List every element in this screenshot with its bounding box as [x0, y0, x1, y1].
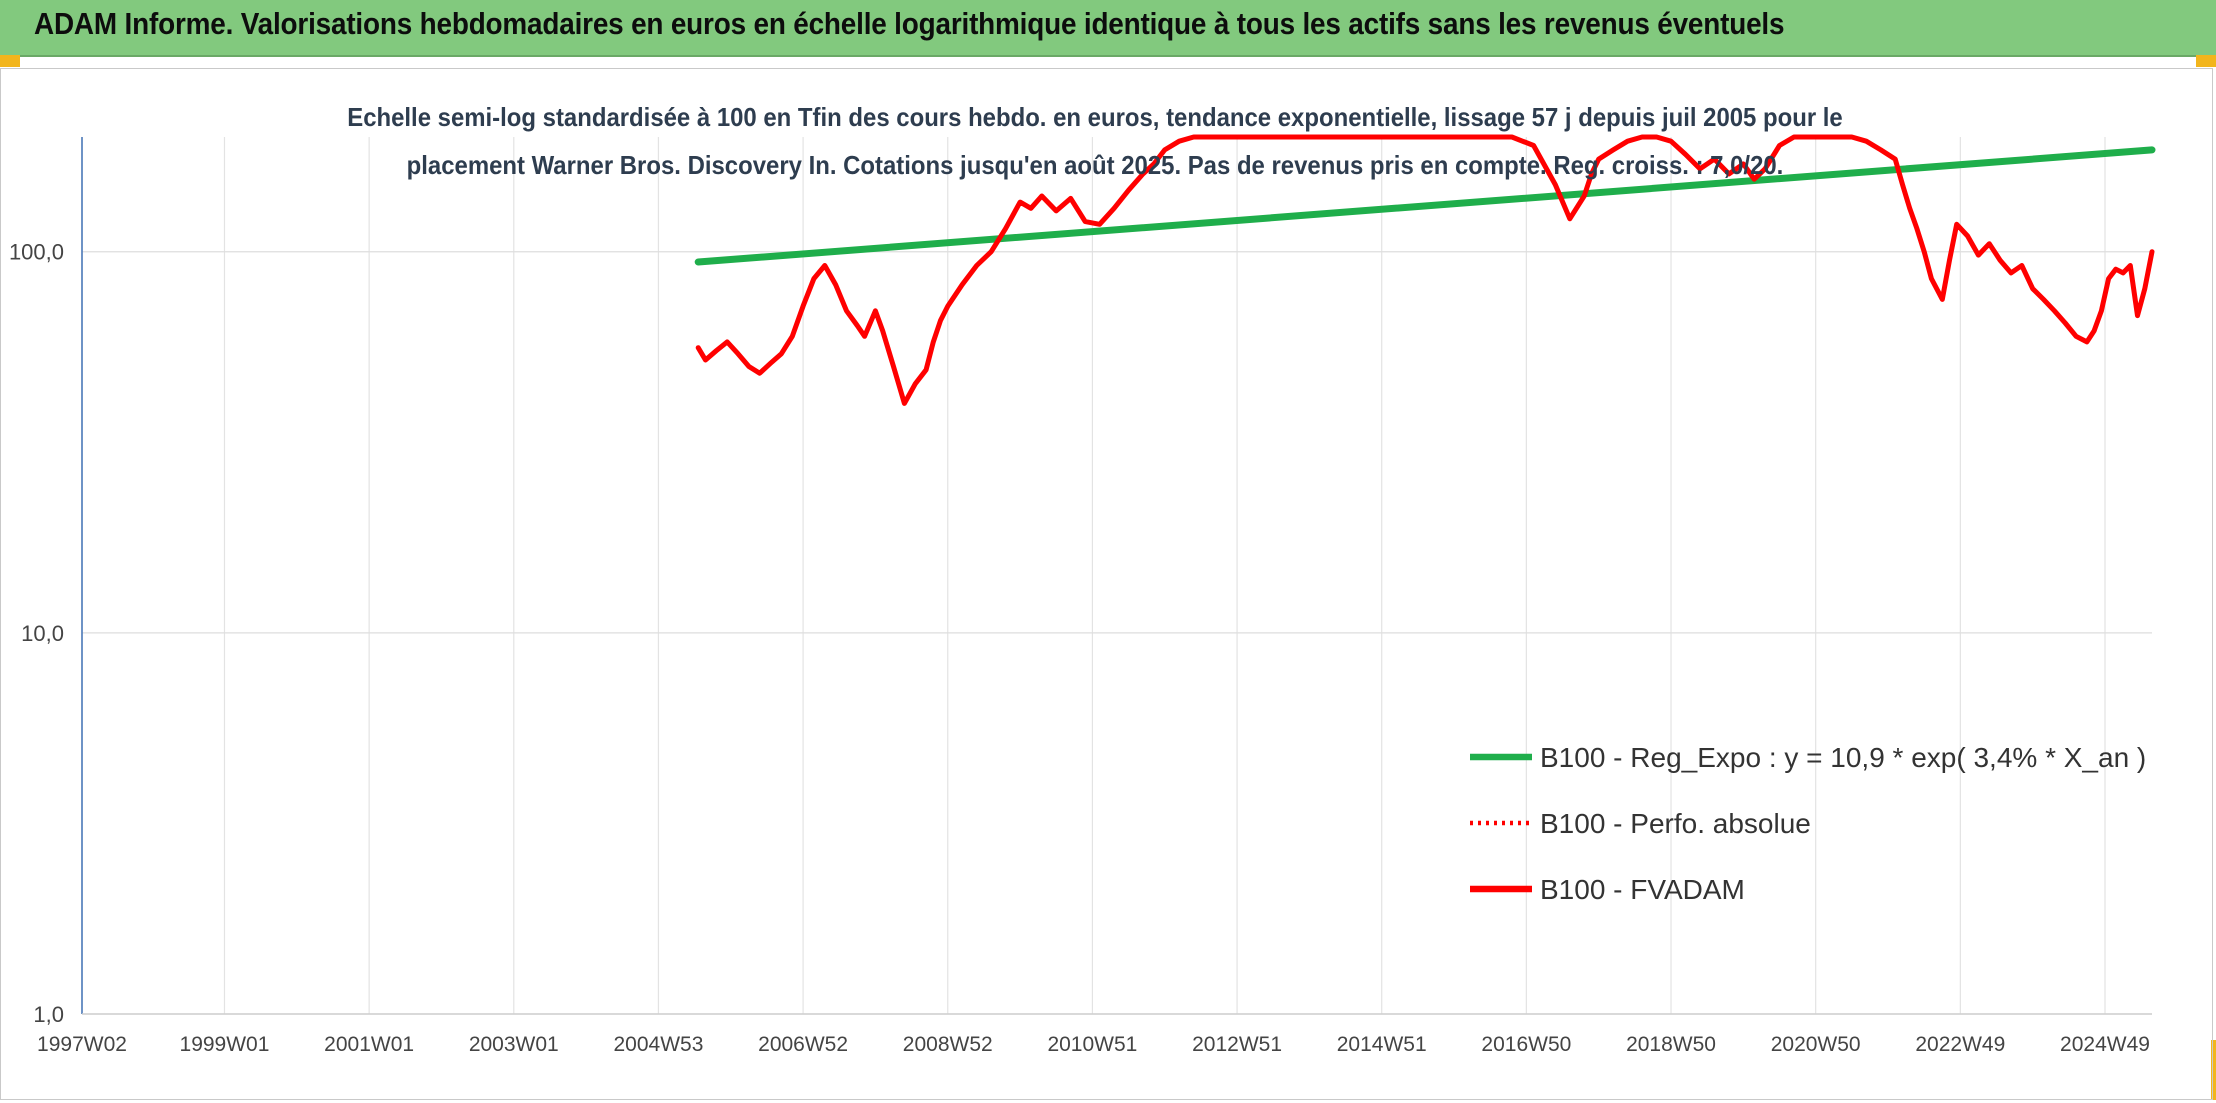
x-tick-label: 1997W02: [37, 1033, 127, 1056]
accent-mark-bottom-right: [2211, 1040, 2216, 1100]
x-tick-label: 2016W50: [1481, 1033, 1571, 1056]
chart-frame: [0, 68, 2213, 1100]
x-tick-label: 2010W51: [1047, 1033, 1137, 1056]
axes: [81, 137, 2152, 1015]
x-tick-label: 1999W01: [180, 1033, 270, 1056]
header-banner: ADAM Informe. Valorisations hebdomadaire…: [0, 0, 2216, 57]
x-tick-label: 2020W50: [1771, 1033, 1861, 1056]
y-tick-label: 10,0: [21, 621, 64, 646]
legend: B100 - Reg_Expo : y = 10,9 * exp( 3,4% *…: [1470, 742, 2146, 905]
series-line-regression: [694, 146, 2156, 266]
x-tick-label: 2001W01: [324, 1033, 414, 1056]
x-tick-label: 2004W53: [613, 1033, 703, 1056]
x-tick-label: 2006W52: [758, 1033, 848, 1056]
legend-entry: B100 - Perfo. absolue: [1540, 808, 1811, 839]
y-tick-label: 100,0: [9, 240, 64, 265]
accent-mark-top-left: [0, 55, 20, 67]
x-tick-label: 2022W49: [1915, 1033, 2005, 1056]
page-title: ADAM Informe. Valorisations hebdomadaire…: [34, 6, 1785, 41]
chart-title: Echelle semi-log standardisée à 100 en T…: [347, 102, 1843, 180]
x-tick-label: 2014W51: [1337, 1033, 1427, 1056]
legend-entry: B100 - FVADAM: [1540, 874, 1745, 905]
x-tick-label: 2003W01: [469, 1033, 559, 1056]
x-tick-label: 2008W52: [903, 1033, 993, 1056]
x-tick-label: 2018W50: [1626, 1033, 1716, 1056]
accent-mark-top-right: [2196, 55, 2216, 67]
x-tick-label: 2024W49: [2060, 1033, 2150, 1056]
x-tick-label: 2012W51: [1192, 1033, 1282, 1056]
tick-labels: 1,0 10,0 100,0 1997W02 1999W01 2001W01 2003W01…: [9, 240, 2150, 1056]
y-tick-label: 1,0: [33, 1002, 64, 1027]
legend-entry: B100 - Reg_Expo : y = 10,9 * exp( 3,4% *…: [1540, 742, 2146, 773]
series-lines: [694, 134, 2156, 406]
series-line-fvadam: [695, 134, 2155, 406]
grid: [82, 137, 2152, 1015]
